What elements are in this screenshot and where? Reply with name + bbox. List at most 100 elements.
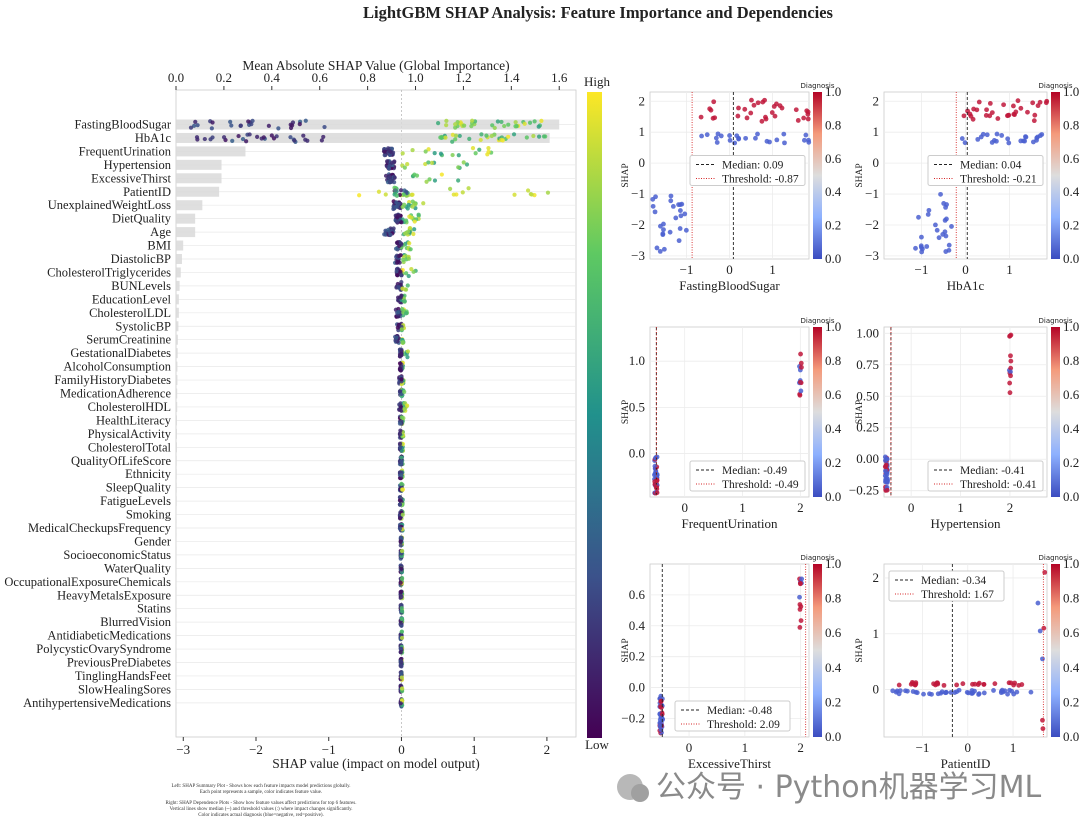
importance-bar <box>176 657 177 668</box>
x-tick-label: 0 <box>726 262 733 277</box>
y-tick-label: 0 <box>873 682 880 697</box>
shap-point <box>397 445 403 451</box>
legend-median-label: Median: -0.34 <box>921 575 986 587</box>
y-tick-label: −1 <box>631 186 645 201</box>
dependence-point <box>744 115 750 121</box>
importance-bar <box>176 294 179 305</box>
x-tick-label: 1 <box>471 742 478 757</box>
shap-point <box>397 389 403 394</box>
importance-bar <box>176 509 177 520</box>
feature-label: SerumCreatinine <box>86 333 171 347</box>
shap-point <box>536 124 541 129</box>
shap-point <box>393 204 398 210</box>
legend-threshold-label: Threshold: 1.67 <box>921 589 994 601</box>
feature-label: OccupationalExposureChemicals <box>4 575 171 589</box>
colorbar-tick-label: 0.4 <box>1063 184 1080 199</box>
feature-label: HeavyMetalsExposure <box>57 588 171 602</box>
shap-point <box>210 120 215 125</box>
dependence-point <box>943 689 949 695</box>
colorbar-tick-label: 0.2 <box>825 455 841 470</box>
shap-point <box>397 361 403 366</box>
feature-label: AntihypertensiveMedications <box>23 696 171 710</box>
colorbar-tick-label: 0.4 <box>825 660 842 675</box>
dependence-point <box>699 133 704 139</box>
dependence-point <box>798 388 804 394</box>
shap-point <box>522 121 527 126</box>
y-tick-label: 1 <box>873 626 880 641</box>
dependence-point <box>983 113 989 118</box>
dependence-point <box>933 222 938 228</box>
colorbar-tick-label: 0.6 <box>825 151 842 166</box>
dependence-point <box>1008 369 1013 375</box>
legend-box <box>927 460 1044 492</box>
importance-bar <box>176 132 550 143</box>
dependence-point <box>676 238 682 244</box>
shap-point <box>400 286 405 291</box>
dependence-point <box>763 114 768 120</box>
shap-point <box>399 415 404 420</box>
shap-point <box>400 151 405 156</box>
feature-label: CholesterolHDL <box>88 400 171 414</box>
shap-point <box>398 428 403 433</box>
dependence-point <box>755 131 760 137</box>
y-tick-label: −2 <box>631 217 645 232</box>
dependence-plot-patientid: −1 0 1 0 1 2 Median: -0.34 Threshold: 1.67 Patie… <box>855 554 1080 771</box>
y-tick-label: 2 <box>873 570 880 585</box>
colorbar-low-label: Low <box>585 737 609 752</box>
importance-bar <box>176 254 182 264</box>
feature-label: FrequentUrination <box>79 144 172 158</box>
y-tick-label: 0.75 <box>856 357 879 372</box>
colorbar-tick-label: 0.4 <box>825 184 842 199</box>
feature-label: SystolicBP <box>115 319 171 333</box>
shap-point <box>506 134 511 139</box>
dependence-point <box>966 690 971 696</box>
shap-point <box>388 232 393 237</box>
colorbar-tick-label: 1.0 <box>825 319 841 334</box>
y-tick-label: 0.5 <box>629 399 645 414</box>
dependence-point <box>1025 109 1030 115</box>
shap-point <box>427 177 432 182</box>
shap-point <box>396 309 401 315</box>
dependence-point <box>980 131 986 137</box>
dependence-point <box>735 113 741 119</box>
x-tick-label: 1 <box>1010 740 1017 755</box>
dependence-point <box>991 688 996 693</box>
importance-bar <box>176 334 178 345</box>
shap-point <box>461 160 466 165</box>
importance-bar <box>176 280 180 291</box>
dependence-point <box>772 113 778 119</box>
colorbar-tick-label: 0.2 <box>1063 455 1079 470</box>
dependence-point <box>657 717 663 723</box>
shap-point <box>406 256 411 261</box>
dependence-point <box>801 137 807 143</box>
shap-point <box>386 146 391 151</box>
shap-point <box>489 133 494 139</box>
figure-title: LightGBM SHAP Analysis: Feature Importan… <box>363 3 834 22</box>
shap-point <box>479 132 484 137</box>
shap-point <box>399 664 404 669</box>
dependence-point <box>946 247 952 253</box>
shap-point <box>439 134 444 140</box>
dependence-point <box>927 691 932 697</box>
dependence-point <box>989 110 995 115</box>
diagnosis-colorbar <box>1051 327 1060 497</box>
dependence-point <box>1032 112 1038 118</box>
colorbar-tick-label: 0.2 <box>825 694 841 709</box>
colorbar-tick-label: 0.0 <box>1063 489 1079 504</box>
importance-bar <box>176 590 177 601</box>
shap-point <box>402 389 407 394</box>
shap-point <box>398 580 403 585</box>
dependence-point <box>884 487 890 493</box>
legend-median-label: Median: -0.41 <box>960 465 1025 477</box>
feature-label: Smoking <box>126 508 172 522</box>
shap-point <box>404 271 409 276</box>
dependence-point <box>1037 99 1043 105</box>
shap-point <box>399 548 405 554</box>
y-tick-label: −3 <box>865 248 879 263</box>
dependence-point <box>657 721 663 727</box>
importance-bar <box>176 119 560 130</box>
shap-point <box>531 133 536 139</box>
importance-bar <box>176 388 178 399</box>
shap-point <box>426 147 431 152</box>
shap-point <box>193 119 198 124</box>
